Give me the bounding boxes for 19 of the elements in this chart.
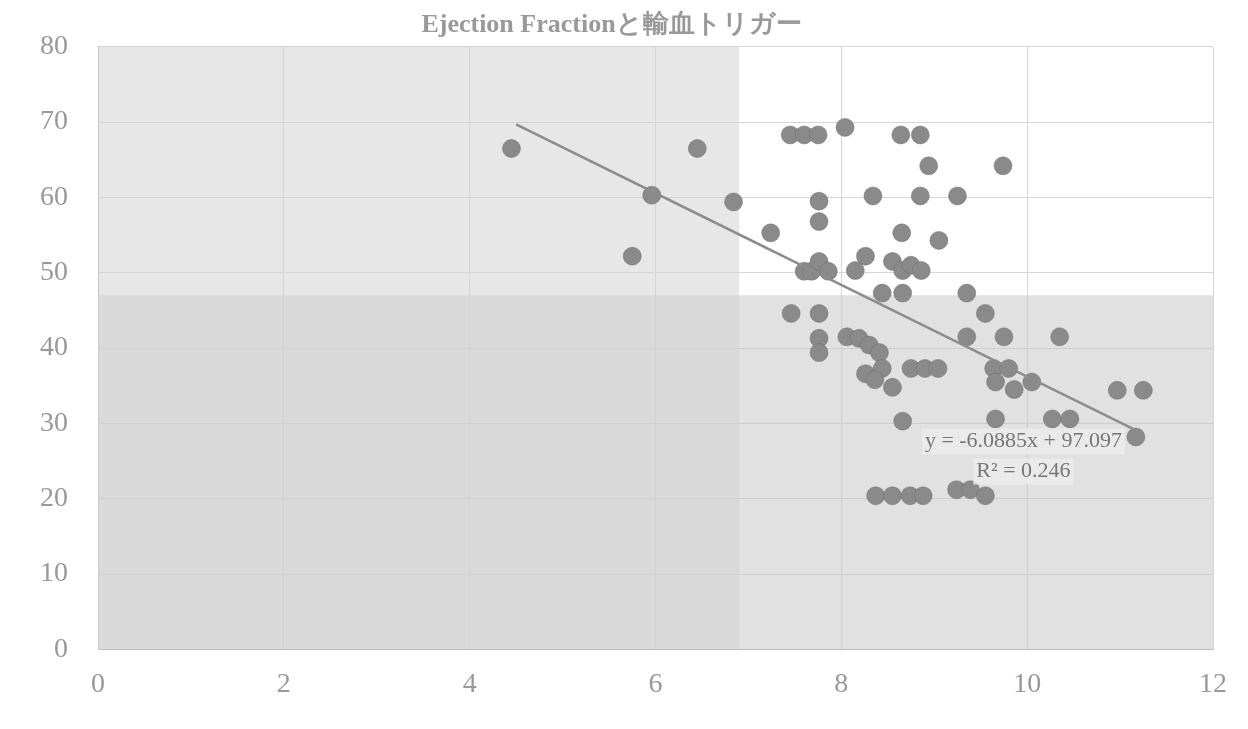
y-tick-label: 20 bbox=[40, 481, 68, 513]
x-tick-label: 0 bbox=[91, 666, 105, 698]
y-tick-label: 40 bbox=[40, 330, 68, 362]
x-tick-label: 2 bbox=[276, 666, 291, 698]
y-tick-label: 30 bbox=[40, 405, 68, 437]
y-tick-label: 60 bbox=[40, 179, 68, 211]
x-tick-label: 6 bbox=[648, 666, 663, 698]
x-tick-label: 12 bbox=[1199, 666, 1227, 698]
y-tick-label: 70 bbox=[40, 104, 68, 136]
x-tick-label: 10 bbox=[1013, 666, 1042, 698]
chart-title: Ejection Fractionと輸血トリガー bbox=[421, 8, 802, 38]
x-tick-label: 4 bbox=[462, 666, 477, 698]
y-tick-label: 80 bbox=[40, 29, 68, 61]
annotation: y = -6.0885x + 97.097 bbox=[924, 427, 1123, 453]
x-tick-label: 8 bbox=[834, 666, 849, 698]
y-tick-label: 50 bbox=[40, 255, 68, 287]
annotation: R² = 0.246 bbox=[976, 457, 1071, 483]
y-tick-label: 0 bbox=[54, 631, 68, 663]
y-tick-label: 10 bbox=[40, 556, 68, 588]
